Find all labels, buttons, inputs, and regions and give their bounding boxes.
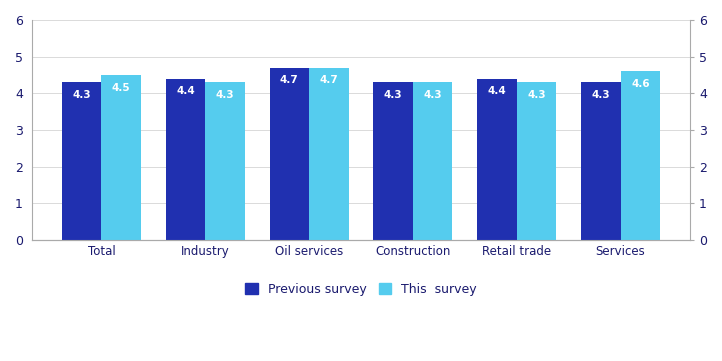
- Bar: [166, 79, 205, 240]
- Text: 4.4: 4.4: [176, 87, 195, 96]
- Text: 4.3: 4.3: [72, 90, 91, 100]
- Text: 4.3: 4.3: [384, 90, 402, 100]
- Text: 4.3: 4.3: [591, 90, 610, 100]
- Bar: [413, 82, 453, 240]
- Bar: [62, 82, 101, 240]
- Text: 4.4: 4.4: [487, 87, 506, 96]
- Legend: Previous survey, This  survey: Previous survey, This survey: [241, 279, 481, 300]
- Text: 4.3: 4.3: [423, 90, 442, 100]
- Bar: [621, 71, 660, 240]
- Bar: [517, 82, 556, 240]
- Bar: [101, 75, 141, 240]
- Bar: [269, 68, 309, 240]
- Bar: [309, 68, 349, 240]
- Text: 4.6: 4.6: [631, 79, 650, 89]
- Bar: [477, 79, 517, 240]
- Bar: [581, 82, 621, 240]
- Bar: [205, 82, 245, 240]
- Text: 4.3: 4.3: [527, 90, 546, 100]
- Text: 4.3: 4.3: [216, 90, 234, 100]
- Text: 4.7: 4.7: [280, 75, 299, 86]
- Bar: [373, 82, 413, 240]
- Text: 4.5: 4.5: [112, 83, 131, 93]
- Text: 4.7: 4.7: [319, 75, 338, 86]
